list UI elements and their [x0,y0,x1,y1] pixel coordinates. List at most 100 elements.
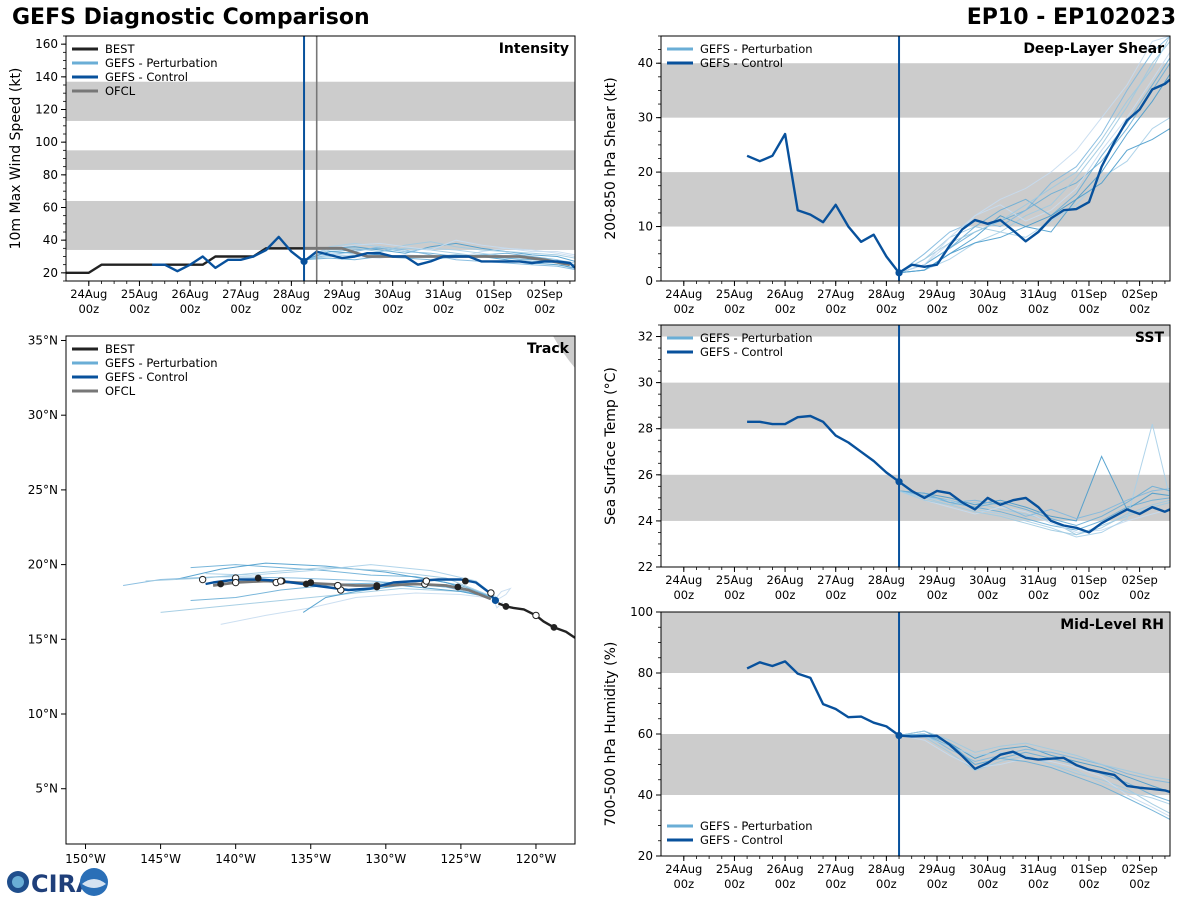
sst-plot-area [661,325,1170,538]
intensity-xtick-sublabel: 00z [78,302,99,316]
sst-band [661,382,1170,429]
intensity-legend-label: GEFS - Control [105,70,188,84]
track-xtick-label: 130°W [365,852,406,866]
rh-ytick-label: 60 [638,727,653,741]
shear-xtick-sublabel: 00z [1079,302,1100,316]
intensity-legend-label: OFCL [105,84,136,98]
intensity-ytick-label: 60 [43,201,58,215]
track-best-point [254,574,262,582]
rh-xtick-label: 28Aug [868,862,905,876]
intensity-legend-label: GEFS - Perturbation [105,56,218,70]
rh-xtick-sublabel: 00z [1079,877,1100,891]
track-best-point [373,582,381,589]
sst-xtick-sublabel: 00z [1028,588,1049,602]
shear-init-point [895,269,903,277]
rh-xtick-label: 31Aug [1020,862,1057,876]
intensity-xtick-label: 28Aug [273,287,310,301]
rh-perturbation-member [898,730,1170,781]
intensity-band [66,81,575,121]
rh-xtick-label: 25Aug [716,862,753,876]
rh-xtick-label: 27Aug [817,862,854,876]
sst-ytick-label: 22 [638,560,653,574]
rh-ytick-label: 80 [638,666,653,680]
sst-legend-label: GEFS - Control [700,345,783,359]
shear-xtick-sublabel: 00z [876,302,897,316]
track-ytick-label: 10°N [28,707,58,721]
sst-xtick-sublabel: 00z [825,588,846,602]
chart-rh: 2040608010024Aug00z25Aug00z26Aug00z27Aug… [603,605,1171,891]
track-legend-label: GEFS - Perturbation [105,356,218,370]
rh-xtick-sublabel: 00z [1129,877,1150,891]
intensity-xtick-label: 27Aug [222,287,259,301]
track-legend-label: BEST [105,342,135,356]
intensity-xtick-label: 26Aug [172,287,209,301]
shear-ytick-label: 0 [645,274,653,288]
intensity-xtick-sublabel: 00z [433,302,454,316]
track-best-point [277,577,285,585]
rh-init-point [895,731,903,740]
track-xtick-label: 120°W [516,852,557,866]
shear-ytick-label: 40 [638,56,653,70]
intensity-xtick-sublabel: 00z [382,302,403,316]
shear-xtick-sublabel: 00z [775,302,796,316]
chart-shear: 01020304024Aug00z25Aug00z26Aug00z27Aug00… [603,35,1171,316]
track-perturbation-member [493,587,512,609]
intensity-perturbation-member [303,241,575,261]
track-xtick-label: 125°W [440,852,481,866]
track-ytick-label: 20°N [28,558,58,572]
sst-xtick-label: 27Aug [817,573,854,587]
intensity-control-line [152,235,575,273]
track-perturbation-member [205,564,499,600]
intensity-xtick-label: 25Aug [121,287,158,301]
intensity-legend-label: BEST [105,42,135,56]
sst-xtick-label: 25Aug [716,573,753,587]
chart-intensity: 2040608010012014016024Aug00z25Aug00z26Au… [8,35,576,316]
sst-perturbation-member [898,455,1170,522]
shear-xtick-sublabel: 00z [673,302,694,316]
shear-perturbation-member [898,52,1170,274]
track-perturbation-member [220,592,499,625]
rh-plot-area [661,612,1170,820]
intensity-ytick-label: 40 [43,233,58,247]
intensity-xtick-label: 24Aug [70,287,107,301]
rh-control-line [746,660,1170,794]
sst-xtick-sublabel: 00z [927,588,948,602]
shear-xtick-sublabel: 00z [724,302,745,316]
intensity-init-point [300,257,308,265]
rh-legend-label: GEFS - Control [700,833,783,847]
sst-ylabel: Sea Surface Temp (°C) [603,367,619,525]
rh-xtick-sublabel: 00z [977,877,998,891]
shear-ytick-label: 30 [638,111,653,125]
shear-xtick-label: 02Sep [1121,287,1157,301]
sst-xtick-sublabel: 00z [977,588,998,602]
sst-xtick-label: 31Aug [1020,573,1057,587]
intensity-xtick-label: 30Aug [374,287,411,301]
cira-logo: CIRA [7,868,108,898]
sst-xtick-label: 24Aug [665,573,702,587]
track-ofcl-line [212,579,492,601]
intensity-ytick-label: 140 [35,70,58,84]
rh-xtick-sublabel: 00z [927,877,948,891]
rh-xtick-label: 02Sep [1121,862,1157,876]
sst-band [661,325,1170,337]
shear-xtick-label: 28Aug [868,287,905,301]
track-plot-area [123,336,575,639]
sst-xtick-label: 29Aug [918,573,955,587]
intensity-ytick-label: 100 [35,135,58,149]
rh-xtick-label: 29Aug [918,862,955,876]
sst-perturbation-member [898,423,1170,538]
track-best-line [497,602,575,639]
rh-ytick-label: 100 [630,605,653,619]
sst-legend-label: GEFS - Perturbation [700,331,813,345]
rh-ytick-label: 20 [638,849,653,863]
track-xtick-label: 150°W [65,852,106,866]
sst-ytick-label: 30 [638,376,653,390]
track-land-area [553,336,575,368]
shear-plot-area [661,36,1170,274]
shear-band [661,63,1170,118]
sst-init-point [895,478,903,486]
intensity-xtick-sublabel: 00z [180,302,201,316]
chart-track: 5°N 10°N 15°N 20°N 25°N 30°N 35°N 150°W 145°W 140… [28,333,576,866]
track-best-point [532,611,540,620]
